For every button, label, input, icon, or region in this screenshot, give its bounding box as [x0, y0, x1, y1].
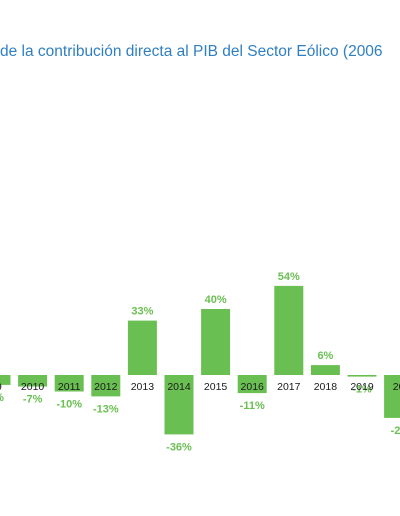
x-tick-2013: 2013 [131, 381, 155, 393]
bar-2019 [347, 375, 377, 377]
x-tick-2009: 09 [0, 381, 2, 393]
bar-2017 [274, 285, 304, 375]
x-tick-2014: 2014 [167, 381, 191, 393]
bar-2013 [127, 320, 157, 375]
data-labels: 6% -7% -10% -13% 33% -36% 40% -11% 54% 6% -1% -26 [0, 271, 400, 454]
x-tick-2020: 20 [393, 381, 400, 393]
data-label-2020: -26 [391, 425, 400, 437]
x-tick-2017: 2017 [277, 381, 301, 393]
data-label-2012: -13% [93, 403, 119, 415]
bar-2015 [201, 309, 231, 375]
chart-title: de la contribución directa al PIB del Se… [0, 43, 383, 60]
data-label-2013: 33% [131, 306, 153, 318]
x-tick-2010: 2010 [21, 381, 45, 393]
x-tick-2019: 2019 [350, 381, 374, 393]
bar-2010 [18, 375, 48, 387]
bar-2012 [91, 375, 121, 397]
data-label-2015: 40% [205, 294, 227, 306]
bar-2018 [310, 365, 340, 375]
bar-2014 [164, 375, 194, 435]
x-tick-2018: 2018 [314, 381, 338, 393]
bar-2009 [0, 375, 11, 385]
data-label-2011: -10% [56, 399, 82, 411]
bar-2016 [237, 375, 267, 394]
bar-2020 [384, 375, 400, 418]
data-label-2016: -11% [240, 400, 265, 412]
data-label-2019: -1% [352, 384, 372, 396]
data-label-2009: 6% [0, 392, 4, 404]
x-tick-2016: 2016 [241, 381, 265, 393]
data-label-2010: -7% [23, 394, 43, 406]
x-tick-2011: 2011 [58, 381, 81, 393]
bar-2011 [54, 375, 84, 392]
bars [0, 285, 400, 435]
data-label-2017: 54% [278, 271, 300, 283]
x-tick-2012: 2012 [94, 381, 118, 393]
x-tick-labels: 09 2010 2011 2012 2013 2014 2015 2016 2017 2018 20… [0, 381, 400, 393]
x-tick-2015: 2015 [204, 381, 228, 393]
data-label-2014: -36% [166, 441, 192, 453]
data-label-2018: 6% [317, 350, 333, 362]
